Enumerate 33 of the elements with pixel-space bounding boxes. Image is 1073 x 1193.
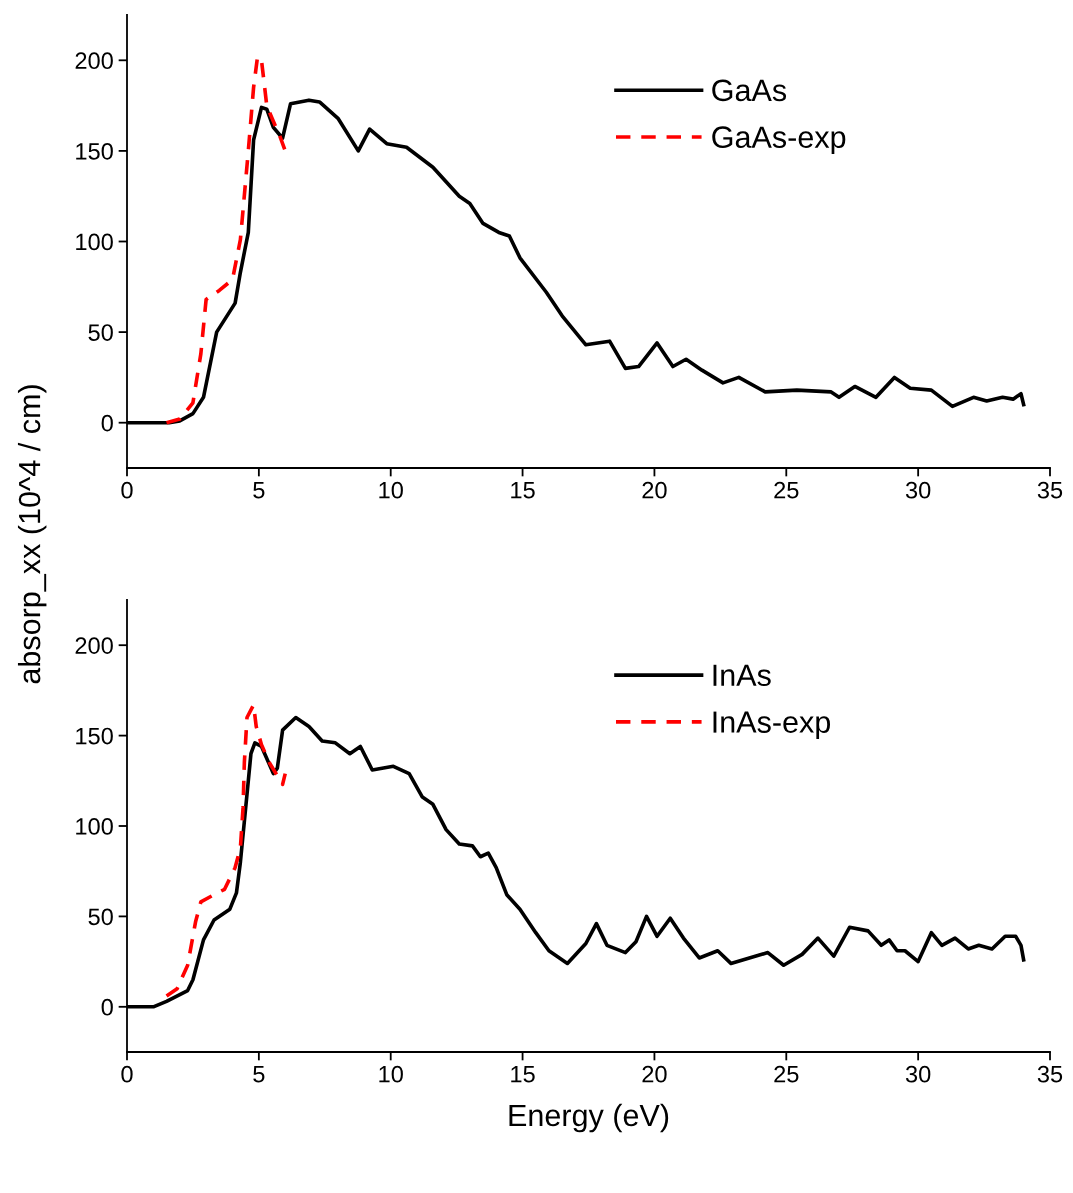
x-axis-title: Energy (eV) — [509, 1103, 669, 1133]
y-tick-label: 0 — [101, 414, 113, 432]
y-axis-title: absorp_xx (10^4 / cm) — [17, 385, 47, 684]
x-tick-label: 5 — [253, 1066, 265, 1083]
x-tick-label: 20 — [642, 481, 667, 499]
x-tick-label: 10 — [379, 481, 403, 499]
y-tick-label: 100 — [76, 233, 113, 251]
x-tick-label: 5 — [253, 482, 265, 499]
y-tick-label: 100 — [76, 818, 113, 835]
y-tick-label: 150 — [76, 727, 113, 745]
x-tick-label: 15 — [511, 1066, 535, 1083]
legend-label: GaAs — [712, 79, 787, 102]
y-tick-label: 200 — [75, 52, 113, 70]
x-tick-label: 25 — [774, 1065, 799, 1083]
x-tick-label: 25 — [774, 481, 799, 499]
x-tick-label: 30 — [905, 481, 931, 499]
y-tick-label: 50 — [88, 908, 113, 926]
x-tick-label: 30 — [905, 1065, 931, 1083]
y-tick-label: 0 — [101, 998, 113, 1016]
y-tick-label: 200 — [75, 637, 113, 654]
x-tick-label: 15 — [511, 482, 535, 499]
x-tick-label: 35 — [1037, 481, 1063, 499]
x-tick-label: 10 — [379, 1065, 403, 1083]
legend-label: GaAs-exp — [712, 126, 846, 155]
y-tick-label: 50 — [88, 324, 113, 341]
x-tick-label: 0 — [121, 1065, 133, 1083]
line-series — [164, 703, 288, 998]
x-tick-label: 35 — [1037, 1065, 1063, 1083]
y-tick-label: 150 — [76, 142, 113, 160]
x-tick-label: 0 — [121, 481, 133, 499]
legend-label: InAs-exp — [713, 711, 831, 739]
x-tick-label: 20 — [642, 1065, 667, 1083]
legend-label: InAs — [713, 664, 771, 687]
